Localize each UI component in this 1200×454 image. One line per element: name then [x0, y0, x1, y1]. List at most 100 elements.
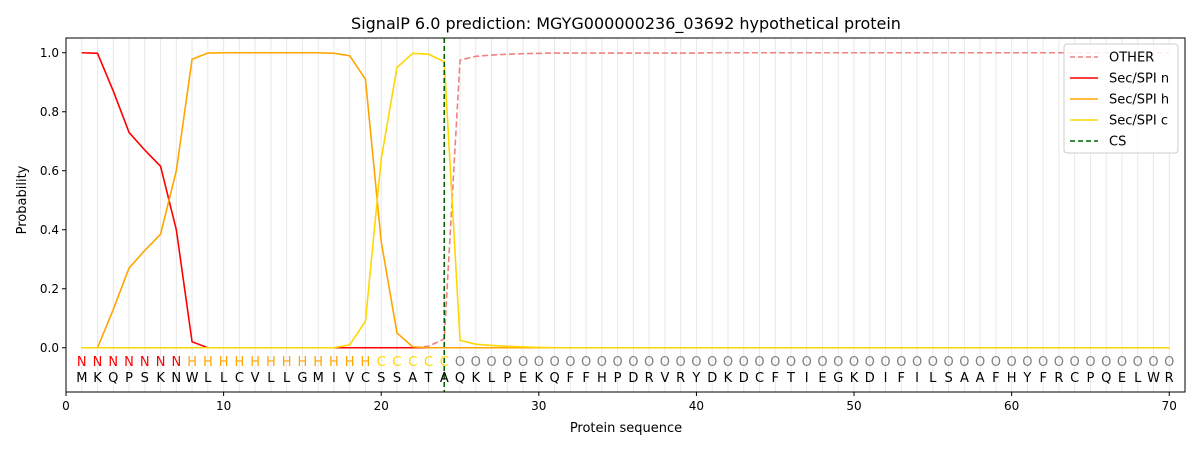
series-line-other: [81, 51, 1170, 349]
region-label: O: [849, 355, 859, 370]
region-label: H: [345, 355, 355, 370]
region-label: O: [802, 355, 812, 370]
region-label: O: [786, 355, 796, 370]
region-label: O: [628, 355, 638, 370]
legend-label: Sec/SPI n: [1109, 72, 1169, 87]
series-line-sec-spi-n: [81, 51, 1170, 349]
region-label: O: [833, 355, 843, 370]
region-label: H: [187, 355, 197, 370]
x-axis-label: Protein sequence: [570, 421, 682, 436]
region-label: O: [486, 355, 496, 370]
region-label: O: [1164, 355, 1174, 370]
series-line-sec-spi-h: [81, 51, 1170, 349]
x-tick-label: 50: [846, 399, 861, 413]
region-label: O: [896, 355, 906, 370]
region-label: H: [282, 355, 292, 370]
region-label: O: [581, 355, 591, 370]
region-label: O: [754, 355, 764, 370]
region-label: O: [1038, 355, 1048, 370]
y-tick-label: 0.6: [40, 164, 59, 178]
region-label: N: [171, 355, 181, 370]
x-tick-label: 40: [689, 399, 704, 413]
region-label: O: [565, 355, 575, 370]
region-label: O: [912, 355, 922, 370]
region-label: O: [597, 355, 607, 370]
region-label: N: [124, 355, 134, 370]
region-label: O: [1117, 355, 1127, 370]
region-label: N: [108, 355, 118, 370]
region-label: O: [707, 355, 717, 370]
region-label: O: [644, 355, 654, 370]
legend-label: OTHER: [1109, 51, 1154, 66]
region-label: H: [234, 355, 244, 370]
region-label: N: [140, 355, 150, 370]
region-label: N: [77, 355, 87, 370]
region-label: O: [455, 355, 465, 370]
region-label: O: [770, 355, 780, 370]
plot-frame: [65, 37, 1186, 393]
series-line-sec-spi-c: [81, 52, 1170, 349]
region-label: O: [865, 355, 875, 370]
region-label: O: [1101, 355, 1111, 370]
region-label: C: [440, 355, 449, 370]
region-label: O: [959, 355, 969, 370]
legend-label: Sec/SPI c: [1109, 114, 1168, 129]
region-label: H: [361, 355, 371, 370]
region-label: N: [156, 355, 166, 370]
region-label: O: [1022, 355, 1032, 370]
region-label: C: [377, 355, 386, 370]
region-label: H: [313, 355, 323, 370]
region-label: H: [219, 355, 229, 370]
region-label: O: [549, 355, 559, 370]
legend-box: [1063, 43, 1179, 154]
legend-label: CS: [1109, 135, 1126, 150]
x-tick-label: 0: [62, 399, 70, 413]
region-label: O: [534, 355, 544, 370]
region-label: O: [880, 355, 890, 370]
region-label: H: [298, 355, 308, 370]
region-label: O: [975, 355, 985, 370]
region-label: H: [203, 355, 213, 370]
region-label: C: [424, 355, 433, 370]
region-label: O: [1148, 355, 1158, 370]
region-label: O: [817, 355, 827, 370]
region-label: H: [329, 355, 339, 370]
region-label: H: [250, 355, 260, 370]
y-tick-label: 0.2: [40, 282, 59, 296]
region-label: O: [739, 355, 749, 370]
region-label: N: [93, 355, 103, 370]
y-axis-label: Probability: [15, 165, 30, 234]
region-label: O: [471, 355, 481, 370]
region-label: O: [943, 355, 953, 370]
region-label: O: [991, 355, 1001, 370]
region-label: C: [392, 355, 401, 370]
region-label: O: [502, 355, 512, 370]
region-label: O: [676, 355, 686, 370]
legend-label: Sec/SPI h: [1109, 93, 1169, 108]
region-label: O: [1085, 355, 1095, 370]
region-label: O: [613, 355, 623, 370]
x-tick-label: 70: [1162, 399, 1177, 413]
y-tick-label: 0.0: [40, 341, 59, 355]
region-label: O: [1133, 355, 1143, 370]
region-label: O: [1007, 355, 1017, 370]
region-label: O: [1070, 355, 1080, 370]
x-tick-label: 30: [531, 399, 546, 413]
region-label: O: [928, 355, 938, 370]
x-tick-label: 10: [216, 399, 231, 413]
chart-title: SignalP 6.0 prediction: MGYG000000236_03…: [351, 14, 901, 34]
y-tick-label: 0.8: [40, 105, 59, 119]
x-tick-label: 20: [374, 399, 389, 413]
x-tick-label: 60: [1004, 399, 1019, 413]
region-label: H: [266, 355, 276, 370]
region-label: O: [518, 355, 528, 370]
region-label: O: [660, 355, 670, 370]
protein-sequence: MKQPSKNWLLCVLLGMIVCSSATAQKLPEKQFFHPDRVRY…: [76, 371, 1174, 386]
y-tick-label: 1.0: [40, 46, 59, 60]
region-label: O: [691, 355, 701, 370]
region-label: O: [723, 355, 733, 370]
y-tick-label: 0.4: [40, 223, 59, 237]
region-label: C: [408, 355, 417, 370]
